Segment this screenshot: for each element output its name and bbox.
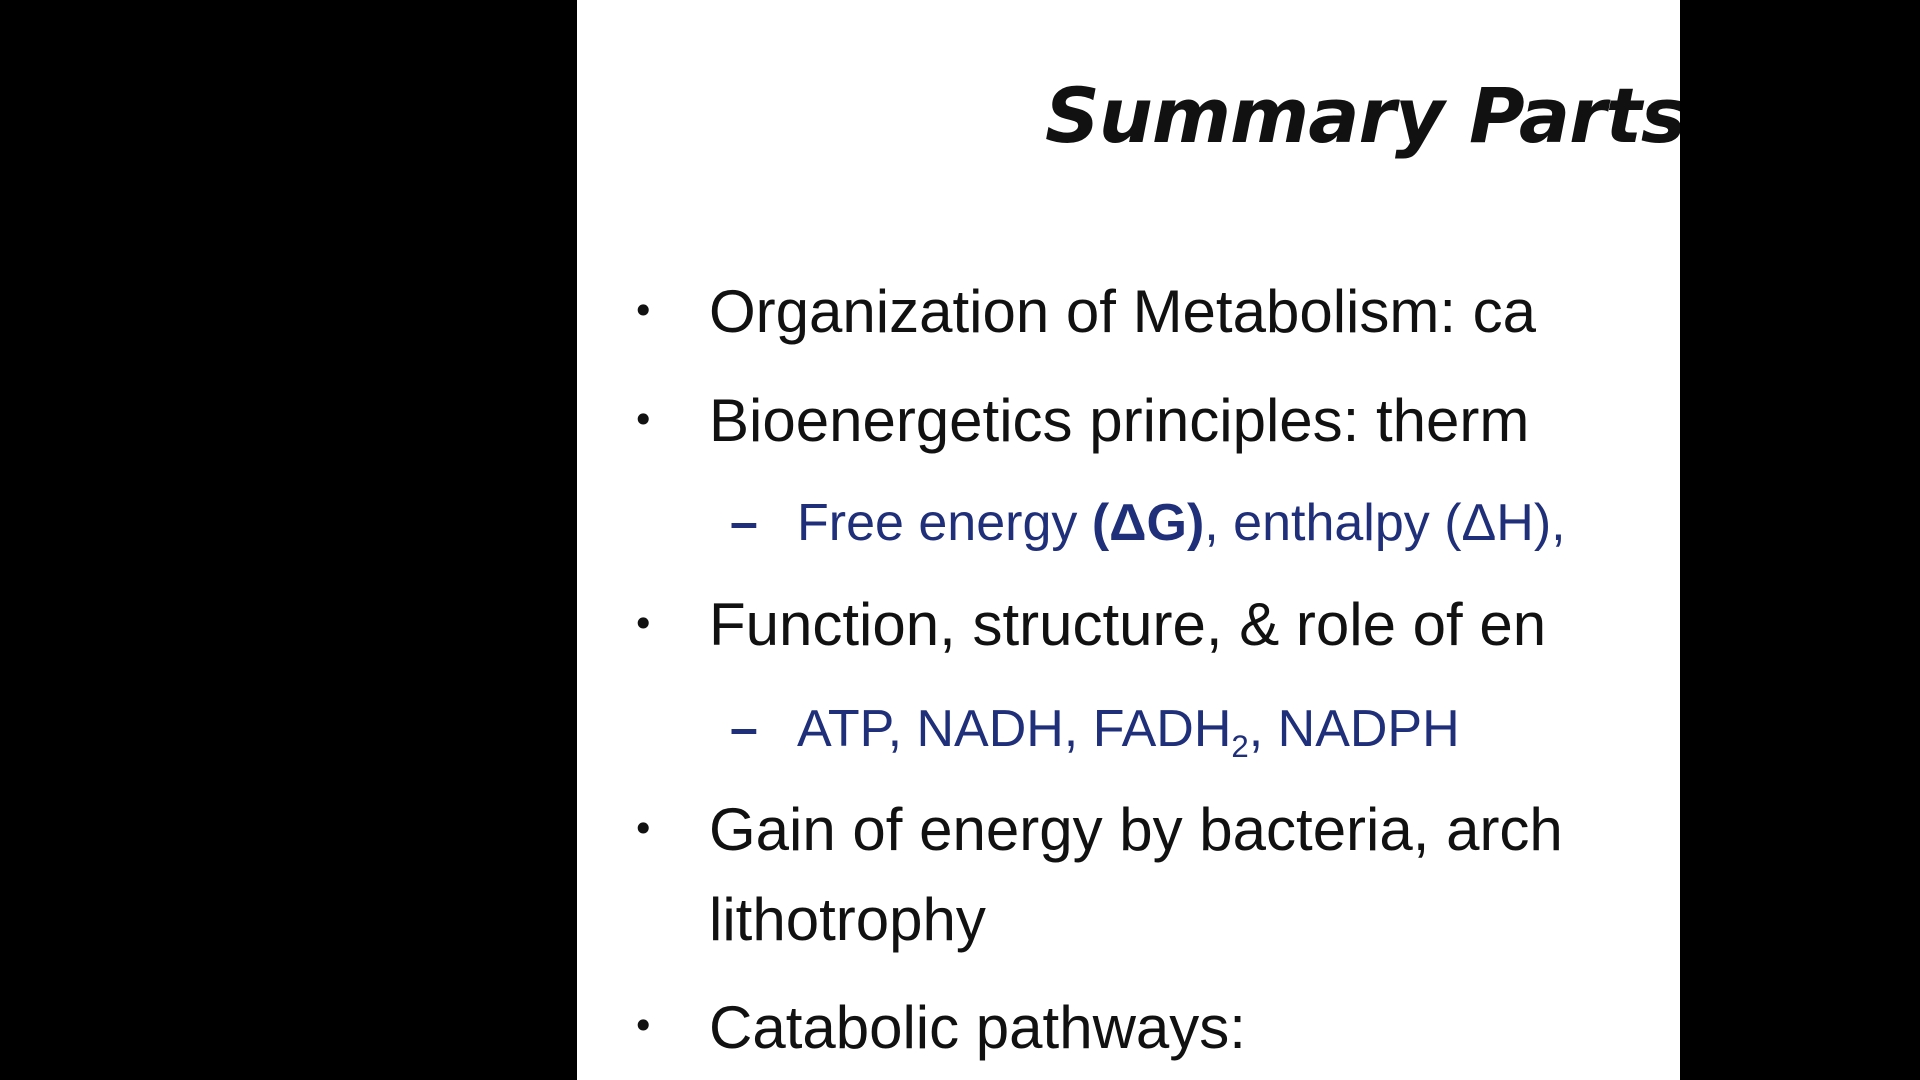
sub-text-part: ATP, NADH, FADH <box>797 700 1232 758</box>
dash-marker: – <box>730 700 758 756</box>
dash-marker: – <box>730 494 758 550</box>
sub-text-part: Free energy <box>797 494 1092 552</box>
bullet-marker: • <box>632 807 655 851</box>
bullet-marker: • <box>632 398 655 442</box>
bullet-text: Catabolic pathways: <box>709 994 1246 1061</box>
delta-g-term: (ΔG) <box>1091 494 1205 552</box>
bullet-text: Bioenergetics principles: therm <box>709 387 1530 454</box>
bullet-text: Organization of Metabolism: ca <box>709 278 1537 345</box>
sub-item-text: Free energy (ΔG), enthalpy (ΔH), <box>797 497 1566 549</box>
bullet-text: Function, structure, & role of en <box>709 591 1547 658</box>
bullet-marker: • <box>632 289 655 333</box>
bullet-marker: • <box>632 1004 655 1048</box>
sub-item-text: ATP, NADH, FADH2, NADPH <box>797 700 1460 762</box>
slide: Summary Parts • Organization of Metaboli… <box>577 0 1680 1080</box>
slide-title: Summary Parts <box>1045 71 1680 160</box>
bullet-text: Gain of energy by bacteria, arch <box>709 796 1563 863</box>
sub-text-part: , NADPH <box>1248 700 1460 758</box>
bullet-marker: • <box>632 602 655 646</box>
subscript: 2 <box>1231 728 1249 764</box>
bullet-text-continuation: lithotrophy <box>709 886 986 953</box>
sub-text-part: , enthalpy (ΔH), <box>1204 494 1566 552</box>
